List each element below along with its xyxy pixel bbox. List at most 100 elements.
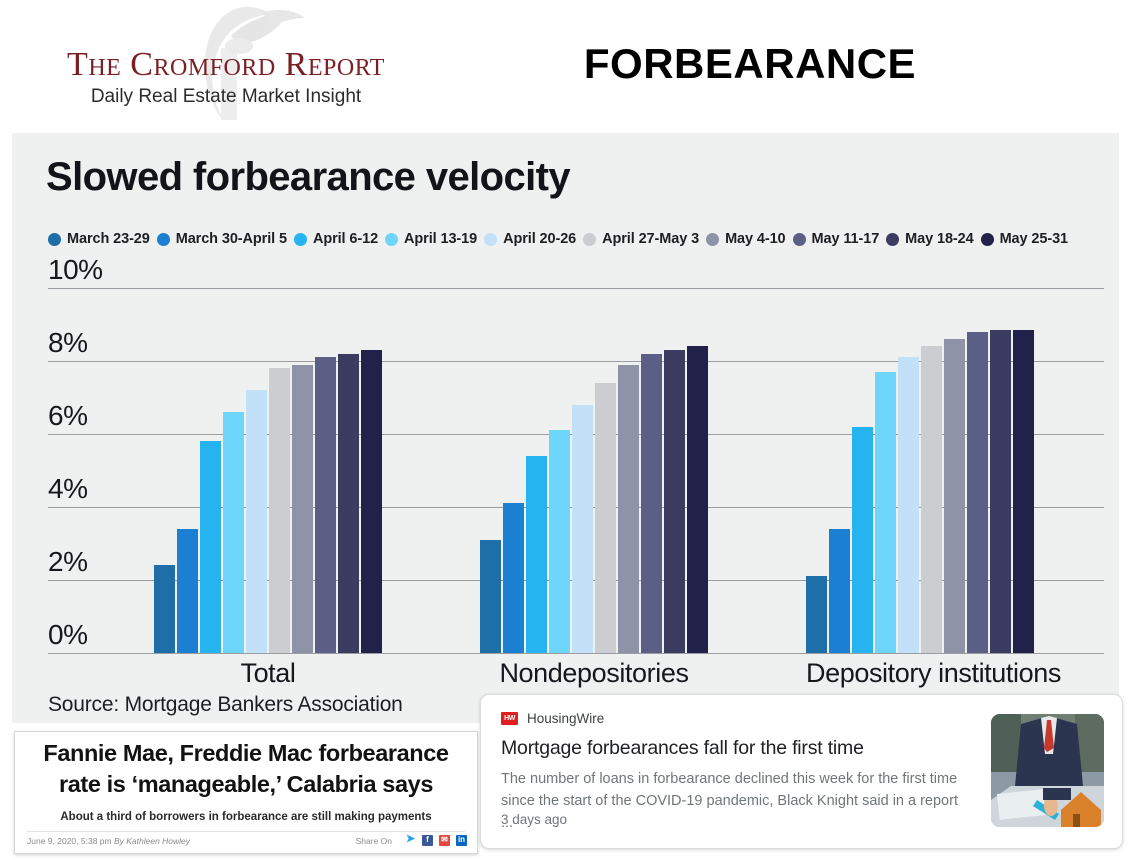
bar[interactable] bbox=[292, 364, 313, 653]
bar[interactable] bbox=[664, 350, 685, 653]
bar[interactable] bbox=[269, 368, 290, 653]
bar[interactable] bbox=[618, 364, 639, 653]
legend-label: March 30-April 5 bbox=[175, 231, 287, 247]
facebook-icon[interactable]: f bbox=[422, 835, 433, 846]
bar[interactable] bbox=[572, 404, 593, 653]
share-label: Share On bbox=[355, 835, 392, 846]
legend-item-8[interactable]: May 18-24 bbox=[886, 231, 974, 247]
bar[interactable] bbox=[315, 357, 336, 653]
legend-swatch-icon bbox=[48, 232, 61, 246]
gridline bbox=[48, 288, 1104, 289]
bar[interactable] bbox=[1013, 329, 1034, 653]
legend-item-3[interactable]: April 13-19 bbox=[385, 231, 477, 247]
legend-item-7[interactable]: May 11-17 bbox=[792, 231, 880, 247]
news-clipping-left[interactable]: Fannie Mae, Freddie Mac forbearance rate… bbox=[14, 731, 478, 854]
bar-group-2: Depository institutions bbox=[806, 288, 1061, 688]
email-icon[interactable]: ✉ bbox=[439, 835, 450, 846]
legend-swatch-icon bbox=[156, 232, 170, 246]
bar[interactable] bbox=[361, 350, 382, 653]
bar[interactable] bbox=[829, 528, 850, 653]
legend-label: May 18-24 bbox=[905, 231, 974, 247]
news-card-timestamp: 3 days ago bbox=[501, 812, 568, 827]
news-card-thumbnail[interactable] bbox=[991, 714, 1104, 827]
legend-item-2[interactable]: April 6-12 bbox=[293, 231, 379, 247]
y-axis-tick-label: 8% bbox=[48, 327, 88, 358]
businessman-signing-document-thumbnail bbox=[991, 714, 1104, 827]
legend-item-9[interactable]: May 25-31 bbox=[980, 231, 1068, 247]
bar[interactable] bbox=[898, 357, 919, 653]
x-axis-group-label: Nondepositories bbox=[499, 658, 689, 688]
bar[interactable] bbox=[338, 353, 359, 653]
legend-swatch-icon bbox=[583, 232, 597, 246]
legend-swatch-icon bbox=[792, 232, 806, 246]
bar[interactable] bbox=[687, 346, 708, 653]
housingwire-logo-icon: HW bbox=[501, 712, 518, 725]
bar[interactable] bbox=[223, 412, 244, 653]
bar[interactable] bbox=[154, 565, 175, 653]
bar-group-0: Total bbox=[154, 288, 382, 688]
x-axis-group-label: Depository institutions bbox=[806, 658, 1061, 688]
legend-item-1[interactable]: March 30-April 5 bbox=[156, 231, 287, 247]
bar[interactable] bbox=[246, 390, 267, 653]
bar[interactable] bbox=[641, 353, 662, 653]
legend-label: April 6-12 bbox=[312, 231, 379, 247]
news-card-housingwire[interactable]: HW HousingWire Mortgage forbearances fal… bbox=[480, 694, 1123, 849]
bar[interactable] bbox=[526, 455, 547, 653]
housingwire-logo-text: HW bbox=[504, 715, 515, 722]
bar[interactable] bbox=[480, 539, 501, 653]
share-bar: Share On ➤ f ✉ in bbox=[355, 833, 467, 846]
y-axis-tick-label: 10% bbox=[48, 254, 103, 285]
x-axis-group-label: Total bbox=[240, 658, 296, 688]
bar-group-1: Nondepositories bbox=[480, 288, 708, 688]
chart-source: Source: Mortgage Bankers Association bbox=[48, 693, 403, 716]
news-left-date: June 9, 2020, 5:38 pm bbox=[27, 836, 112, 846]
bar[interactable] bbox=[503, 503, 524, 653]
legend-item-5[interactable]: April 27-May 3 bbox=[583, 231, 699, 247]
chart-plot-area: 0% 2% 4% 6% 8% 10% Total Nondepositories Deposi… bbox=[48, 254, 1104, 688]
legend-swatch-icon bbox=[980, 232, 994, 246]
news-card-snippet: The number of loans in forbearance decli… bbox=[501, 771, 958, 831]
bar[interactable] bbox=[990, 329, 1011, 653]
legend-swatch-icon bbox=[385, 232, 399, 246]
gridline bbox=[48, 653, 1104, 654]
bar[interactable] bbox=[200, 441, 221, 653]
legend-label: May 11-17 bbox=[811, 231, 880, 247]
publisher-name: HousingWire bbox=[527, 711, 605, 726]
legend-label: March 23-29 bbox=[67, 231, 150, 247]
chart-bars: Total Nondepositories Depository instituti… bbox=[48, 288, 1104, 688]
y-axis-tick-label: 6% bbox=[48, 400, 88, 431]
legend-item-4[interactable]: April 20-26 bbox=[484, 231, 576, 247]
news-left-byline: June 9, 2020, 5:38 pm By Kathleen Howley bbox=[27, 836, 190, 846]
bar[interactable] bbox=[549, 430, 570, 653]
publisher-row: HW HousingWire bbox=[501, 711, 604, 726]
page-title: FORBEARANCE bbox=[583, 40, 917, 87]
legend-swatch-icon bbox=[293, 232, 307, 246]
cromford-crest-icon bbox=[205, 6, 305, 123]
chart-title: Slowed forbearance velocity bbox=[46, 155, 571, 199]
legend-item-0[interactable]: March 23-29 bbox=[48, 231, 150, 247]
slide-header: The Cromford Report Daily Real Estate Ma… bbox=[0, 0, 1131, 125]
twitter-icon[interactable]: ➤ bbox=[405, 833, 416, 845]
news-card-title[interactable]: Mortgage forbearances fall for the first… bbox=[501, 737, 864, 759]
news-left-headline: Fannie Mae, Freddie Mac forbearance rate… bbox=[43, 740, 449, 797]
bar[interactable] bbox=[944, 339, 965, 653]
bar[interactable] bbox=[921, 346, 942, 653]
bar[interactable] bbox=[875, 371, 896, 653]
cromford-report-logo: The Cromford Report Daily Real Estate Ma… bbox=[22, 2, 422, 123]
bar[interactable] bbox=[595, 382, 616, 653]
chart-panel: Slowed forbearance velocity March 23-29 M… bbox=[12, 133, 1119, 723]
bar[interactable] bbox=[852, 426, 873, 653]
chart-legend: March 23-29 March 30-April 5 April 6-12 Apr… bbox=[48, 227, 1108, 251]
legend-label: April 27-May 3 bbox=[602, 231, 700, 247]
legend-item-6[interactable]: May 4-10 bbox=[706, 231, 786, 247]
bar[interactable] bbox=[967, 331, 988, 653]
news-left-author: By Kathleen Howley bbox=[113, 836, 191, 846]
news-left-subhead: About a third of borrowers in forbearanc… bbox=[60, 811, 432, 823]
gridline bbox=[48, 361, 1104, 362]
legend-swatch-icon bbox=[706, 232, 720, 246]
linkedin-icon[interactable]: in bbox=[456, 835, 467, 846]
bar[interactable] bbox=[806, 576, 827, 653]
y-axis-tick-label: 0% bbox=[48, 619, 88, 650]
bar[interactable] bbox=[177, 528, 198, 653]
y-axis-tick-label: 2% bbox=[48, 546, 88, 577]
